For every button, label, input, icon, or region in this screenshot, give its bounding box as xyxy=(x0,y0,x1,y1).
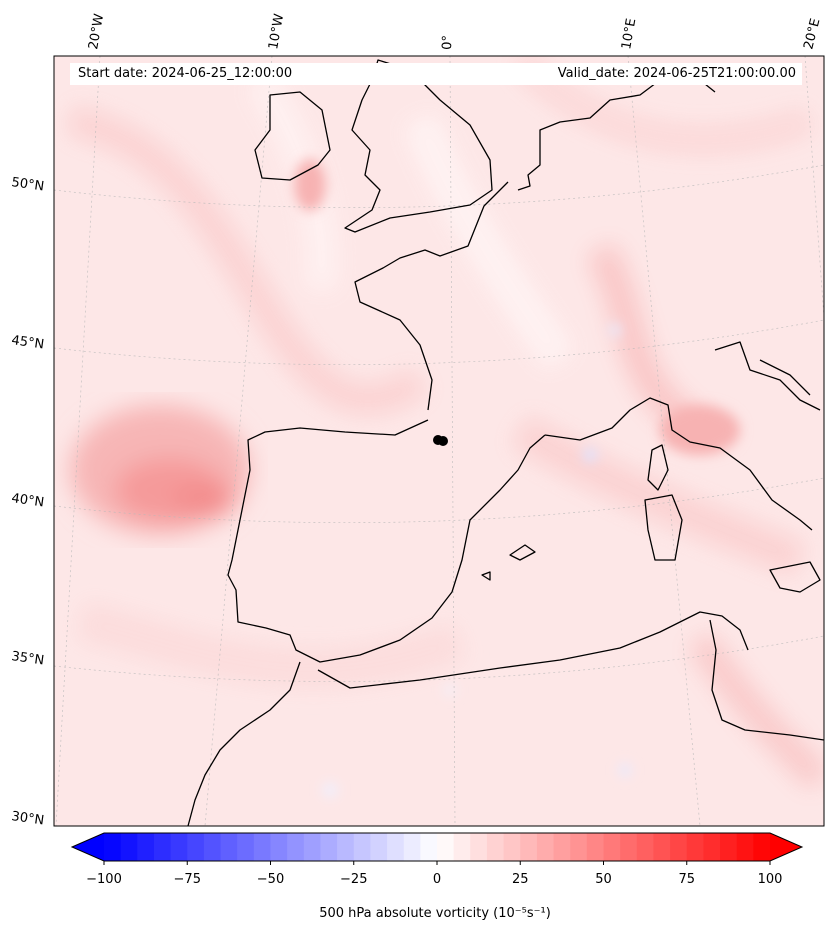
colorbar-ticks: −100 −75 −50 −25 0 25 50 75 100 xyxy=(86,861,782,887)
colorbar xyxy=(70,832,804,862)
vorticity-field xyxy=(54,56,824,826)
colorbar-segment xyxy=(636,833,655,861)
colorbar-segment xyxy=(187,833,205,861)
lat-label: 30°N xyxy=(10,809,45,828)
colorbar-segment xyxy=(686,833,704,861)
colorbar-tick-label: −100 xyxy=(86,872,122,887)
colorbar-tick-label: −25 xyxy=(340,872,367,887)
colorbar-extend-min xyxy=(72,833,104,861)
colorbar-segment xyxy=(203,833,222,861)
graticule xyxy=(54,56,824,826)
colorbar-segment xyxy=(736,833,754,861)
colorbar-segment xyxy=(137,833,155,861)
colorbar-segment xyxy=(420,833,438,861)
colorbar-segment xyxy=(237,833,255,861)
colorbar-segment xyxy=(586,833,605,861)
colorbar-segment xyxy=(403,833,421,861)
colorbar-segment xyxy=(703,833,721,861)
colorbar-segment xyxy=(437,833,455,861)
colorbar-segment xyxy=(470,833,488,861)
location-marker xyxy=(433,435,448,446)
colorbar-segment xyxy=(337,833,355,861)
colorbar-tick-label: 75 xyxy=(678,872,695,887)
coastlines xyxy=(187,59,824,826)
lon-label: 20°E xyxy=(801,17,823,51)
colorbar-segment xyxy=(303,833,322,861)
colorbar-segment xyxy=(370,833,388,861)
colorbar-tick-label: 25 xyxy=(512,872,529,887)
colorbar-segment xyxy=(570,833,588,861)
start-date-label: Start date: 2024-06-25_12:00:00 xyxy=(78,66,293,81)
colorbar-segment xyxy=(753,833,771,861)
valid-date-label: Valid_date: 2024-06-25T21:00:00.00 xyxy=(557,66,796,81)
date-banner xyxy=(70,63,802,85)
colorbar-segment xyxy=(670,833,688,861)
colorbar-tick-label: −50 xyxy=(257,872,284,887)
lat-label: 35°N xyxy=(10,649,45,668)
colorbar-segment xyxy=(253,833,272,861)
colorbar-segment xyxy=(387,833,405,861)
map-frame xyxy=(53,55,825,827)
colorbar-segment xyxy=(153,833,172,861)
lon-label: 10°E xyxy=(619,17,639,50)
colorbar-segment xyxy=(287,833,305,861)
colorbar-segment xyxy=(603,833,621,861)
lon-label: 20°W xyxy=(86,13,107,51)
colorbar-segment xyxy=(104,833,122,861)
colorbar-segment xyxy=(503,833,521,861)
lat-label: 45°N xyxy=(10,333,45,352)
colorbar-segment xyxy=(553,833,571,861)
colorbar-segment xyxy=(270,833,288,861)
colorbar-segment xyxy=(620,833,638,861)
colorbar-segment xyxy=(170,833,188,861)
lat-label: 40°N xyxy=(10,491,45,510)
lon-label: 0° xyxy=(440,35,456,50)
colorbar-segment xyxy=(320,833,338,861)
colorbar-segment xyxy=(720,833,738,861)
colorbar-extend-max xyxy=(770,833,802,861)
colorbar-segment xyxy=(453,833,471,861)
colorbar-segment xyxy=(536,833,555,861)
colorbar-segment xyxy=(353,833,371,861)
colorbar-segment xyxy=(120,833,138,861)
colorbar-segment xyxy=(486,833,505,861)
colorbar-label: 500 hPa absolute vorticity (10⁻⁵s⁻¹) xyxy=(319,906,551,921)
lon-label: 10°W xyxy=(266,13,287,51)
colorbar-segment xyxy=(220,833,238,861)
colorbar-tick-label: −75 xyxy=(174,872,201,887)
lat-label: 50°N xyxy=(10,175,45,194)
colorbar-tick-label: 100 xyxy=(758,872,783,887)
colorbar-segment xyxy=(520,833,538,861)
colorbar-tick-label: 50 xyxy=(595,872,612,887)
colorbar-tick-label: 0 xyxy=(433,872,441,887)
colorbar-segment xyxy=(653,833,671,861)
